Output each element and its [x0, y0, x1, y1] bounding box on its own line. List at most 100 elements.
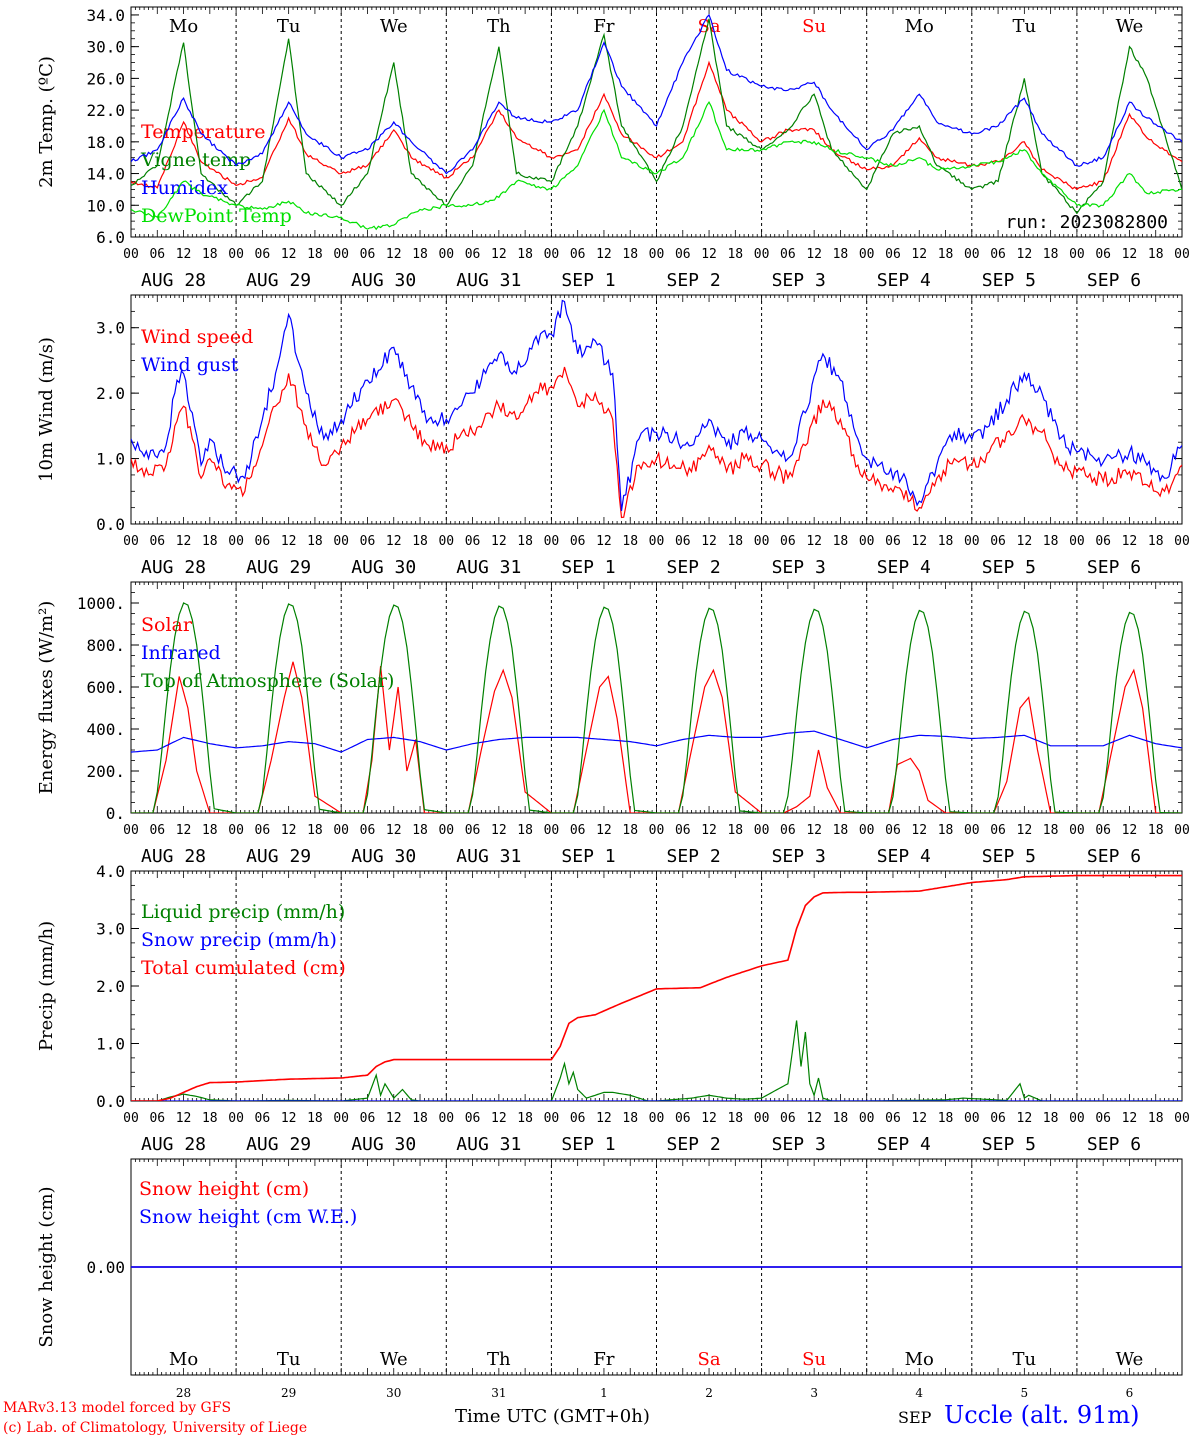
date-label: AUG 31	[456, 1134, 521, 1155]
hour-label: 00	[754, 1111, 770, 1126]
hour-label: 12	[1017, 247, 1033, 262]
hour-label: 06	[360, 1111, 376, 1126]
y-tick-label: 200.	[86, 762, 125, 781]
y-tick-label: 1.0	[96, 1035, 125, 1054]
hour-label: 18	[727, 534, 743, 549]
hour-label: 00	[1069, 1111, 1085, 1126]
hour-label: 18	[833, 823, 849, 838]
date-label: SEP 6	[1087, 557, 1141, 578]
series-line	[131, 299, 1182, 511]
date-label: AUG 30	[351, 270, 416, 291]
day-of-week-label: Fr	[593, 16, 614, 37]
hour-label: 12	[596, 247, 612, 262]
hour-label: 12	[1122, 247, 1138, 262]
hour-label: 06	[255, 1111, 271, 1126]
hour-label: 00	[859, 247, 875, 262]
hour-label: 06	[675, 247, 691, 262]
hour-label: 12	[806, 534, 822, 549]
hour-label: 18	[202, 247, 218, 262]
hour-label: 00	[649, 247, 665, 262]
legend-label: Snow height (cm W.E.)	[139, 1206, 357, 1228]
hour-label: 00	[859, 1111, 875, 1126]
model-credit: MARv3.13 model forced by GFS	[3, 1400, 232, 1416]
day-of-week-label: Mo	[905, 16, 934, 37]
hour-label: 00	[964, 534, 980, 549]
hour-label: 00	[333, 534, 349, 549]
legend-label: DewPoint Temp	[141, 205, 292, 227]
hour-label: 12	[596, 534, 612, 549]
y-tick-label: 0.0	[96, 515, 125, 534]
hour-label: 18	[1043, 534, 1059, 549]
hour-label: 06	[885, 1111, 901, 1126]
day-of-week-label: Mo	[169, 1349, 198, 1370]
hour-label: 12	[701, 247, 717, 262]
y-tick-label: 14.0	[86, 165, 125, 184]
hour-label: 06	[990, 1111, 1006, 1126]
y-tick-label: 600.	[86, 678, 125, 697]
date-label: AUG 29	[246, 846, 311, 867]
hour-label: 00	[438, 1111, 454, 1126]
date-label: AUG 28	[141, 557, 206, 578]
x-axis-label: Time UTC (GMT+0h)	[455, 1406, 650, 1427]
month-label: SEP	[898, 1408, 932, 1427]
hour-label: 12	[1017, 1111, 1033, 1126]
date-label: AUG 30	[351, 846, 416, 867]
hour-label: 18	[833, 247, 849, 262]
run-annotation: run: 2023082800	[1005, 212, 1168, 233]
hour-label: 18	[517, 247, 533, 262]
hour-label: 18	[202, 1111, 218, 1126]
day-of-week-label: Fr	[593, 1349, 614, 1370]
y-tick-label: 34.0	[86, 6, 125, 25]
hour-label: 00	[333, 1111, 349, 1126]
hour-label: 12	[596, 823, 612, 838]
hour-label: 06	[255, 247, 271, 262]
hour-label: 06	[1095, 823, 1111, 838]
hour-label: 18	[833, 1111, 849, 1126]
y-tick-label: 18.0	[86, 133, 125, 152]
day-of-week-label: Tu	[277, 16, 301, 37]
legend-label: Total cumulated (cm)	[141, 957, 346, 979]
hour-label: 06	[1095, 247, 1111, 262]
hour-label: 12	[911, 823, 927, 838]
day-number-label: 1	[600, 1386, 608, 1400]
hour-label: 06	[675, 1111, 691, 1126]
hour-label: 18	[202, 823, 218, 838]
hour-label: 06	[885, 534, 901, 549]
hour-label: 12	[176, 247, 192, 262]
day-number-label: 2	[705, 1386, 713, 1400]
legend-label: Wind speed	[141, 326, 253, 348]
date-label: SEP 6	[1087, 270, 1141, 291]
date-label: SEP 3	[772, 270, 826, 291]
legend-label: Snow height (cm)	[139, 1178, 309, 1200]
hour-label: 18	[622, 1111, 638, 1126]
hour-label: 18	[307, 823, 323, 838]
date-label: AUG 28	[141, 846, 206, 867]
day-of-week-label: We	[1116, 1349, 1144, 1370]
y-tick-label: 2.0	[96, 384, 125, 403]
hour-label: 00	[964, 1111, 980, 1126]
date-label: AUG 31	[456, 270, 521, 291]
y-tick-label: 3.0	[96, 319, 125, 338]
date-label: SEP 2	[667, 846, 721, 867]
day-of-week-label: We	[380, 16, 408, 37]
hour-label: 00	[754, 823, 770, 838]
hour-label: 06	[990, 534, 1006, 549]
date-label: SEP 3	[772, 557, 826, 578]
series-line	[131, 661, 1182, 813]
hour-label: 06	[255, 534, 271, 549]
hour-label: 12	[491, 534, 507, 549]
date-label: SEP 4	[877, 1134, 931, 1155]
hour-label: 06	[570, 247, 586, 262]
day-of-week-label: Th	[487, 1349, 511, 1370]
date-label: SEP 6	[1087, 846, 1141, 867]
date-label: AUG 29	[246, 1134, 311, 1155]
hour-label: 18	[622, 823, 638, 838]
hour-label: 00	[123, 823, 139, 838]
hour-label: 00	[1174, 1111, 1190, 1126]
y-tick-label: 2.0	[96, 977, 125, 996]
hour-label: 06	[360, 247, 376, 262]
y-tick-label: 30.0	[86, 38, 125, 57]
date-label: SEP 2	[667, 1134, 721, 1155]
y-tick-label: 400.	[86, 720, 125, 739]
